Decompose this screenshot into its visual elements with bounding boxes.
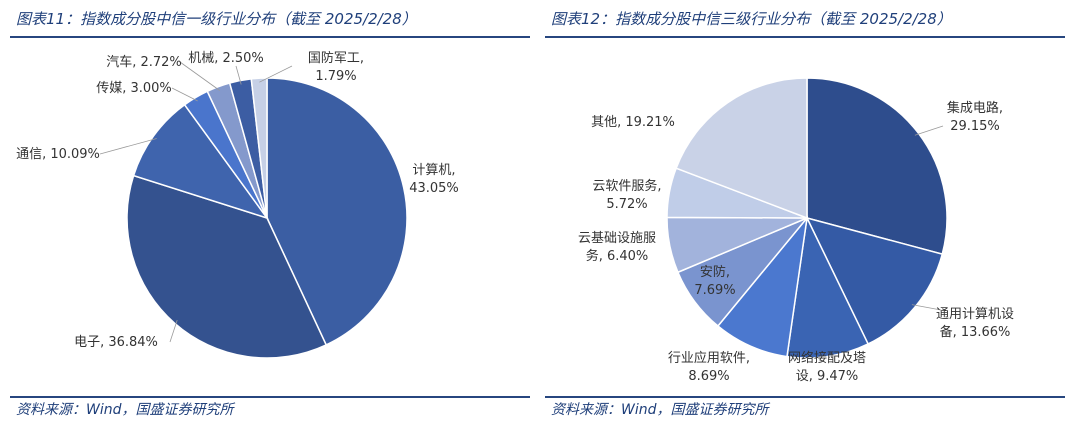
left-label-1: 电子, 36.84% [74,335,158,350]
pie-chart-right: 集成电路, 29.15% 通用计算机设备, 13.66% 网络接配及塔设, 9.47%… [578,77,1014,384]
left-slice-1 [126,174,328,359]
right-slice-2 [786,215,870,359]
right-label-4: 安防, 7.69% [694,264,735,298]
right-label-6: 云软件服务, 5.72% [592,178,661,212]
left-leader-4 [179,61,220,91]
left-leader-1 [169,319,178,343]
left-slice-0 [266,77,408,346]
left-label-0: 计算机, 43.05% [409,163,459,196]
left-leader-2 [99,138,157,155]
source-note-left: 资料来源：Wind，国盛证券研究所 [16,402,234,418]
right-leader-0 [914,125,944,136]
title-rule-right [545,36,1065,38]
right-label-0: 集成电路, 29.15% [947,100,1003,134]
chart-title-right: 图表12：指数成分股中信三级行业分布（截至 2025/2/28） [551,10,952,28]
chart-title-left: 图表11：指数成分股中信一级行业分布（截至 2025/2/28） [16,10,417,28]
left-slice-2 [132,103,269,220]
pie-chart-left: 计算机, 43.05% 电子, 36.84% 通信, 10.09% 传媒, 3.00% 汽… [16,50,459,359]
right-label-1: 通用计算机设备, 13.66% [936,307,1014,340]
left-leader-5 [235,65,242,85]
source-rule-right [545,396,1065,398]
source-note-right: 资料来源：Wind，国盛证券研究所 [551,402,769,418]
source-rule-left [10,396,530,398]
left-label-5: 机械, 2.50% [188,51,264,66]
left-label-6: 国防军工, 1.79% [308,50,364,84]
left-leader-3 [171,87,198,102]
title-rule-left [10,36,530,38]
right-label-5: 云基础设施服务, 6.40% [578,231,656,264]
right-label-7: 其他, 19.21% [591,115,675,130]
chart-panel-right: 图表12：指数成分股中信三级行业分布（截至 2025/2/28） 集成电路, 29… [545,0,1065,428]
right-slice-1 [805,216,944,345]
right-slice-0 [806,77,948,256]
right-label-3: 行业应用软件, 8.69% [668,350,750,384]
chart-panel-left: 图表11：指数成分股中信一级行业分布（截至 2025/2/28） 计算机, 43.… [10,0,530,428]
right-slice-7 [675,77,808,220]
left-label-3: 传媒, 3.00% [96,81,172,96]
left-label-4: 汽车, 2.72% [106,54,182,70]
left-leader-6 [259,65,293,83]
left-label-2: 通信, 10.09% [16,147,100,162]
right-leader-1 [911,304,942,311]
right-label-2: 网络接配及塔设, 9.47% [788,350,866,384]
